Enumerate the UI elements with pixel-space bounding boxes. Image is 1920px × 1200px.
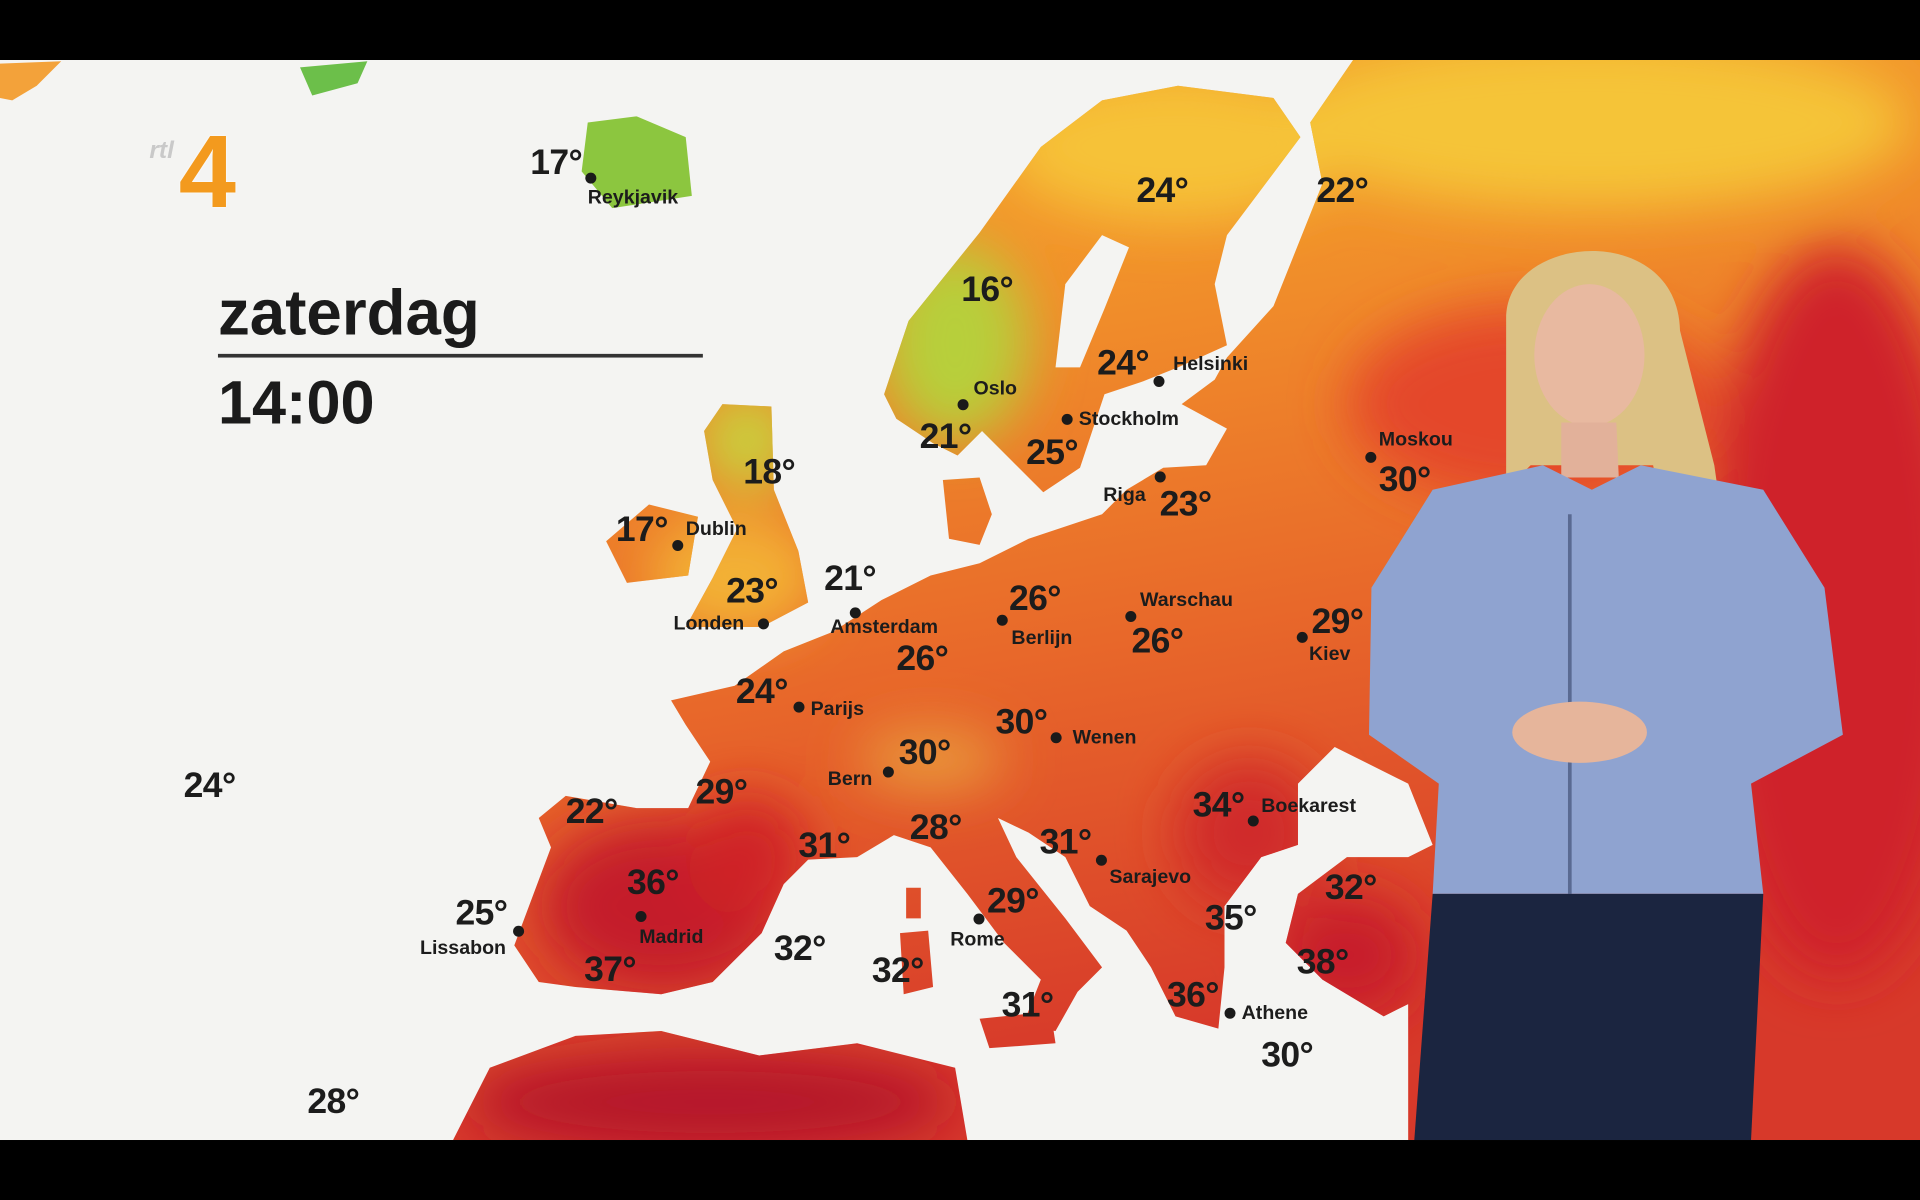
city-dot [1050, 732, 1062, 744]
city-dot [1365, 451, 1377, 463]
presenter [1368, 251, 1843, 1141]
temp-label: 24° [1097, 344, 1150, 384]
city-dot [1247, 815, 1259, 827]
city-dot [1061, 413, 1073, 425]
city-dot [849, 607, 861, 619]
iceland [581, 116, 692, 209]
temp-label: 23° [726, 571, 778, 612]
temp-label: 22° [1316, 171, 1369, 211]
city-dot [1224, 1007, 1236, 1019]
temp-label: 32° [773, 929, 826, 969]
temp-label: 25° [455, 893, 508, 934]
temp-label: 16° [961, 270, 1014, 310]
city-dot [957, 399, 969, 411]
temp-label: 31° [798, 826, 851, 866]
temp-label: 30° [1261, 1035, 1314, 1076]
temp-label: 29° [986, 881, 1039, 921]
city-dot [1153, 375, 1165, 387]
temp-label: 34° [1192, 786, 1245, 826]
city-dot [635, 911, 647, 923]
city-label: Stockholm [1078, 408, 1179, 430]
city-label: Berlijn [1011, 628, 1073, 649]
temp-label: 31° [1001, 985, 1054, 1025]
city-dot [793, 701, 805, 713]
city-label: Athene [1241, 1002, 1309, 1024]
temp-label: 31° [1039, 822, 1092, 863]
temp-label: 24° [735, 672, 788, 712]
city-label: Warschau [1140, 590, 1233, 612]
city-dot [973, 913, 985, 925]
temp-label: 36° [1166, 975, 1219, 1016]
greenland-edge [300, 61, 368, 96]
city-label: Amsterdam [830, 617, 939, 638]
city-label: Dublin [685, 519, 747, 541]
temp-label: 17° [530, 143, 583, 183]
temp-label: 28° [909, 808, 962, 848]
temp-label: 21° [919, 417, 972, 457]
city-label: Wenen [1072, 727, 1137, 749]
logo-number: 4 [178, 113, 236, 229]
city-dot [585, 172, 597, 184]
city-dot [757, 618, 769, 630]
city-dot [996, 614, 1008, 626]
rtl4-logo: rtl 4 [147, 114, 245, 229]
temp-label: 25° [1026, 433, 1078, 473]
city-label: Parijs [810, 699, 864, 721]
temp-label: 17° [615, 510, 668, 550]
forecast-time: 14:00 [217, 368, 375, 438]
city-dot [1296, 631, 1308, 643]
temp-label: 24° [183, 766, 236, 806]
logo-text: rtl [149, 137, 174, 165]
temp-label: 26° [896, 639, 949, 679]
temp-label: 30° [1378, 460, 1431, 500]
city-dot [882, 766, 894, 778]
temp-label: 22° [565, 792, 618, 832]
temp-label: 30° [995, 702, 1048, 743]
temp-label: 29° [1311, 602, 1364, 642]
city-label: Riga [1103, 484, 1146, 506]
temp-label: 37° [584, 950, 636, 990]
city-dot [1125, 611, 1137, 623]
city-label: Sarajevo [1109, 866, 1192, 888]
temp-label: 32° [871, 951, 924, 991]
city-label: Kiev [1308, 644, 1351, 665]
temp-label: 29° [695, 772, 748, 812]
city-dot [1154, 471, 1166, 483]
city-dot [672, 540, 684, 552]
city-dot [1095, 854, 1107, 866]
temp-label: 26° [1008, 579, 1061, 619]
city-label: Londen [673, 613, 745, 635]
temp-label: 18° [743, 453, 796, 493]
temp-label: 36° [626, 863, 679, 903]
city-label: Helsinki [1173, 353, 1249, 375]
temp-label: 21° [824, 559, 876, 599]
city-dot [513, 925, 525, 937]
temp-label: 32° [1324, 868, 1377, 908]
forecast-day: zaterdag [217, 277, 480, 349]
city-label: Madrid [639, 926, 704, 948]
temp-label: 23° [1159, 484, 1212, 525]
city-label: Lissabon [420, 937, 507, 959]
city-label: Oslo [973, 378, 1018, 400]
title-divider [217, 353, 703, 358]
temp-label: 38° [1296, 942, 1349, 983]
city-label: Reykjavik [587, 187, 679, 209]
temp-label: 30° [898, 733, 951, 773]
temp-label: 28° [307, 1082, 360, 1122]
temp-label: 24° [1136, 171, 1189, 211]
city-label: Moskou [1378, 429, 1453, 451]
temp-label: 35° [1204, 898, 1257, 938]
temp-label: 26° [1131, 622, 1184, 662]
city-label: Boekarest [1261, 795, 1356, 817]
city-label: Bern [827, 768, 873, 790]
city-label: Rome [950, 929, 1005, 951]
